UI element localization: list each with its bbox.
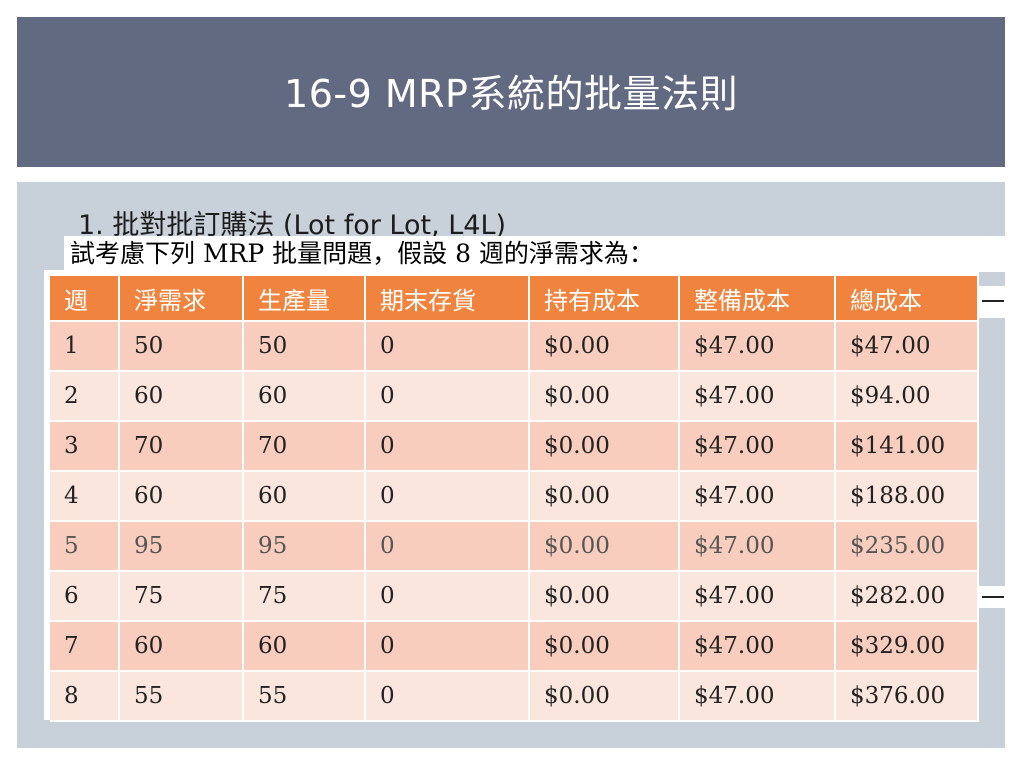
slide-title: 16-9 MRP系統的批量法則 [284, 72, 738, 116]
cell-week: 3 [50, 422, 120, 472]
cell-net-requirement: 95 [120, 522, 244, 572]
cell-setup-cost: $47.00 [680, 472, 836, 522]
cell-net-requirement: 70 [120, 422, 244, 472]
column-header-production: 生產量 [244, 276, 366, 322]
cell-production: 50 [244, 322, 366, 372]
cell-holding-cost: $0.00 [530, 422, 680, 472]
cell-production: 70 [244, 422, 366, 472]
table-row: 6 75 75 0 $0.00 $47.00 $282.00 [50, 572, 979, 622]
cell-net-requirement: 60 [120, 372, 244, 422]
side-rule-bottom [982, 596, 1004, 598]
mrp-table: 週 淨需求 生產量 期末存貨 持有成本 整備成本 總成本 1 50 50 0 $… [50, 276, 979, 722]
cell-week: 6 [50, 572, 120, 622]
column-header-total-cost: 總成本 [836, 276, 979, 322]
cell-week: 8 [50, 672, 120, 722]
cell-ending-inventory: 0 [366, 622, 530, 672]
cell-total-cost: $329.00 [836, 622, 979, 672]
cell-holding-cost: $0.00 [530, 672, 680, 722]
cell-holding-cost: $0.00 [530, 572, 680, 622]
cell-week: 7 [50, 622, 120, 672]
cell-holding-cost: $0.00 [530, 372, 680, 422]
table-row: 3 70 70 0 $0.00 $47.00 $141.00 [50, 422, 979, 472]
cell-production: 95 [244, 522, 366, 572]
table-row: 7 60 60 0 $0.00 $47.00 $329.00 [50, 622, 979, 672]
cell-production: 60 [244, 472, 366, 522]
cell-total-cost: $141.00 [836, 422, 979, 472]
table-row: 1 50 50 0 $0.00 $47.00 $47.00 [50, 322, 979, 372]
cell-ending-inventory: 0 [366, 322, 530, 372]
table-row: 2 60 60 0 $0.00 $47.00 $94.00 [50, 372, 979, 422]
cell-week: 1 [50, 322, 120, 372]
cell-week: 2 [50, 372, 120, 422]
side-rule-top [982, 300, 1004, 302]
cell-total-cost: $94.00 [836, 372, 979, 422]
cell-setup-cost: $47.00 [680, 422, 836, 472]
question-text: 試考慮下列 MRP 批量問題，假設 8 週的淨需求為： [70, 239, 654, 268]
cell-holding-cost: $0.00 [530, 522, 680, 572]
cell-net-requirement: 75 [120, 572, 244, 622]
question-background [64, 236, 1008, 272]
cell-total-cost: $188.00 [836, 472, 979, 522]
cell-total-cost: $235.00 [836, 522, 979, 572]
table-row: 4 60 60 0 $0.00 $47.00 $188.00 [50, 472, 979, 522]
column-header-ending-inventory: 期末存貨 [366, 276, 530, 322]
cell-total-cost: $47.00 [836, 322, 979, 372]
column-header-net-requirement: 淨需求 [120, 276, 244, 322]
table-row: 8 55 55 0 $0.00 $47.00 $376.00 [50, 672, 979, 722]
cell-holding-cost: $0.00 [530, 622, 680, 672]
cell-total-cost: $282.00 [836, 572, 979, 622]
column-header-setup-cost: 整備成本 [680, 276, 836, 322]
cell-total-cost: $376.00 [836, 672, 979, 722]
cell-ending-inventory: 0 [366, 572, 530, 622]
column-header-week: 週 [50, 276, 120, 322]
cell-setup-cost: $47.00 [680, 522, 836, 572]
title-bar: 16-9 MRP系統的批量法則 [17, 17, 1005, 167]
cell-setup-cost: $47.00 [680, 672, 836, 722]
cell-holding-cost: $0.00 [530, 472, 680, 522]
cell-ending-inventory: 0 [366, 522, 530, 572]
cell-week: 4 [50, 472, 120, 522]
cell-net-requirement: 60 [120, 472, 244, 522]
cell-ending-inventory: 0 [366, 422, 530, 472]
cell-net-requirement: 55 [120, 672, 244, 722]
cell-setup-cost: $47.00 [680, 322, 836, 372]
cell-net-requirement: 60 [120, 622, 244, 672]
cell-ending-inventory: 0 [366, 472, 530, 522]
bullet-text: 1. 批對批訂購法 (Lot for Lot, L4L) [78, 210, 507, 241]
cell-production: 75 [244, 572, 366, 622]
column-header-holding-cost: 持有成本 [530, 276, 680, 322]
cell-setup-cost: $47.00 [680, 572, 836, 622]
side-strip-top [979, 286, 1009, 318]
cell-net-requirement: 50 [120, 322, 244, 372]
cell-production: 60 [244, 622, 366, 672]
cell-week: 5 [50, 522, 120, 572]
table-header-row: 週 淨需求 生產量 期末存貨 持有成本 整備成本 總成本 [50, 276, 979, 322]
cell-setup-cost: $47.00 [680, 622, 836, 672]
cell-production: 55 [244, 672, 366, 722]
cell-production: 60 [244, 372, 366, 422]
cell-ending-inventory: 0 [366, 372, 530, 422]
table-row: 5 95 95 0 $0.00 $47.00 $235.00 [50, 522, 979, 572]
cell-setup-cost: $47.00 [680, 372, 836, 422]
cell-holding-cost: $0.00 [530, 322, 680, 372]
cell-ending-inventory: 0 [366, 672, 530, 722]
